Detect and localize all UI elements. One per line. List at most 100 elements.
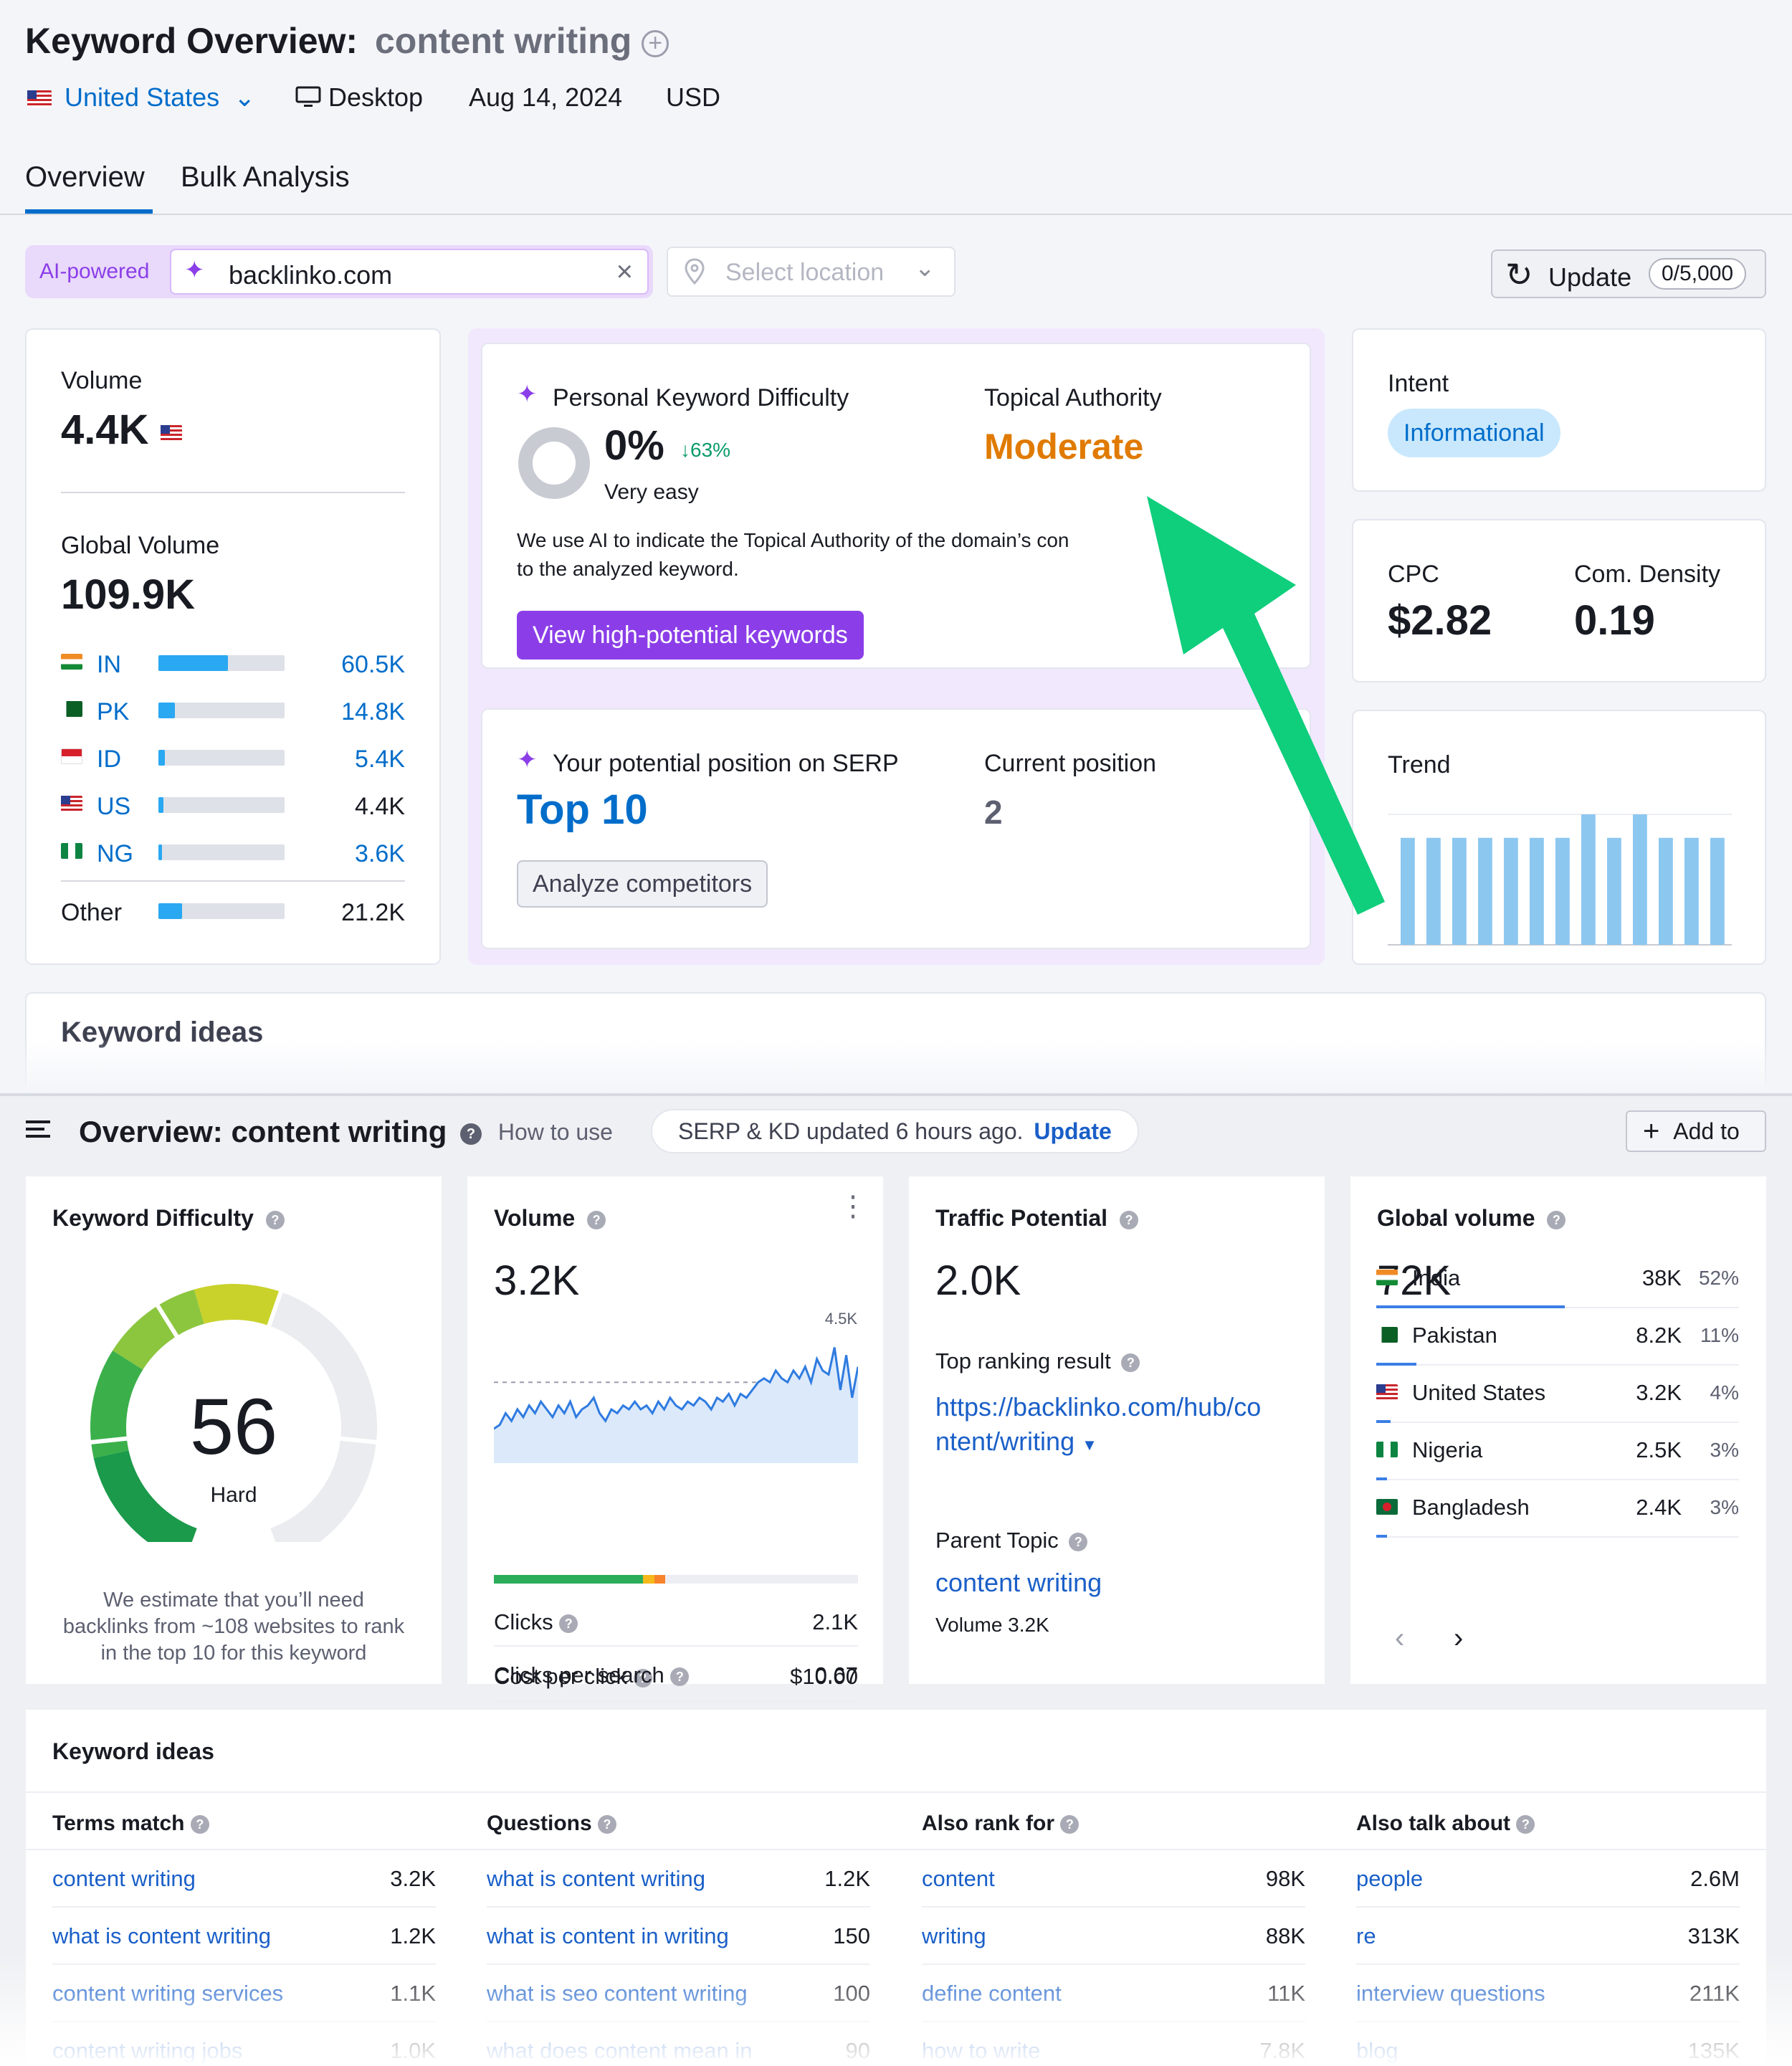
keyword-volume: 1.1K bbox=[390, 1981, 436, 2006]
keyword-link[interactable]: interview questions bbox=[1356, 1981, 1545, 2006]
help-icon[interactable]: ? bbox=[1069, 1532, 1088, 1551]
keyword-link[interactable]: what is content writing bbox=[487, 1866, 705, 1891]
keyword-link[interactable]: what is content writing bbox=[52, 1923, 271, 1948]
country-row-in[interactable]: IN 60.5K bbox=[61, 645, 405, 681]
page-title: Keyword Overview: content writing + bbox=[25, 20, 669, 62]
country-row-pk[interactable]: PK 14.8K bbox=[61, 692, 405, 728]
organic-clicks-fill bbox=[494, 1575, 644, 1584]
vol-label: Volume ? bbox=[494, 1205, 606, 1232]
tab-overview[interactable]: Overview bbox=[25, 161, 145, 194]
gv-row-united-states[interactable]: United States 3.2K 4% bbox=[1376, 1366, 1739, 1423]
country-row-us[interactable]: US 4.4K bbox=[61, 787, 405, 823]
topical-authority-value: Moderate bbox=[984, 427, 1144, 467]
keyword-link[interactable]: content bbox=[922, 1866, 995, 1891]
trend-bar bbox=[1530, 837, 1544, 945]
keyword-link[interactable]: what is content in writing bbox=[487, 1923, 729, 1948]
analyze-competitors-button[interactable]: Analyze competitors bbox=[517, 860, 768, 908]
add-to-button[interactable]: + Add to bbox=[1626, 1110, 1766, 1152]
add-circle-icon[interactable]: + bbox=[642, 29, 669, 57]
help-icon[interactable]: ? bbox=[559, 1614, 578, 1633]
keyword-link[interactable]: people bbox=[1356, 1866, 1424, 1891]
keyword-row[interactable]: blog 135K bbox=[1356, 2022, 1740, 2066]
keyword-row[interactable]: content writing jobs 1.0K bbox=[52, 2022, 436, 2066]
keyword-link[interactable]: define content bbox=[922, 1981, 1062, 2006]
country-row-id[interactable]: ID 5.4K bbox=[61, 740, 405, 776]
bangladesh-flag-icon bbox=[1376, 1499, 1398, 1515]
keyword-row[interactable]: what is content writing 1.2K bbox=[487, 1850, 870, 1908]
keyword-row[interactable]: people 2.6M bbox=[1356, 1850, 1740, 1908]
view-high-potential-button[interactable]: View high-potential keywords bbox=[517, 611, 864, 660]
trend-label: Trend bbox=[1388, 751, 1451, 779]
cost-label-text: Cost per click bbox=[494, 1664, 628, 1689]
trr-label-text: Top ranking result bbox=[935, 1348, 1111, 1374]
gv-row-bangladesh[interactable]: Bangladesh 2.4K 3% bbox=[1376, 1480, 1739, 1538]
pagination-prev-icon[interactable]: ‹ bbox=[1395, 1622, 1405, 1654]
keyword-row[interactable]: interview questions 211K bbox=[1356, 1965, 1740, 2022]
help-icon[interactable]: ? bbox=[633, 1668, 652, 1687]
keyword-link[interactable]: re bbox=[1356, 1923, 1376, 1948]
keyword-row[interactable]: content 98K bbox=[922, 1850, 1305, 1908]
domain-input[interactable]: ✦ backlinko.com × bbox=[170, 249, 649, 295]
trend-chart bbox=[1388, 814, 1732, 946]
help-icon[interactable]: ? bbox=[587, 1210, 606, 1229]
gv-share-bar bbox=[1376, 1420, 1391, 1423]
clear-icon[interactable]: × bbox=[616, 256, 633, 287]
keyword-row[interactable]: re 313K bbox=[1356, 1908, 1740, 1965]
keyword-row[interactable]: what is content in writing 150 bbox=[487, 1908, 870, 1965]
tab-bulk-analysis[interactable]: Bulk Analysis bbox=[181, 161, 350, 194]
help-icon[interactable]: ? bbox=[598, 1815, 617, 1834]
current-position-value: 2 bbox=[984, 794, 1003, 831]
keyword-link[interactable]: what does content mean in bbox=[487, 2038, 753, 2063]
how-to-use-label: How to use bbox=[497, 1119, 613, 1145]
keyword-row[interactable]: how to write 7.8K bbox=[922, 2022, 1305, 2066]
country-row-ng[interactable]: NG 3.6K bbox=[61, 834, 405, 870]
keyword-row[interactable]: what does content mean in 90 bbox=[487, 2022, 870, 2066]
keyword-link[interactable]: writing bbox=[922, 1923, 986, 1948]
keyword-row[interactable]: writing 88K bbox=[922, 1908, 1305, 1965]
keyword-row[interactable]: what is content writing 1.2K bbox=[52, 1908, 436, 1965]
gv-row-pakistan[interactable]: Pakistan 8.2K 11% bbox=[1376, 1308, 1739, 1366]
keyword-row[interactable]: what is seo content writing 100 bbox=[487, 1965, 870, 2022]
nigeria-flag-icon bbox=[1376, 1442, 1398, 1457]
more-options-icon[interactable]: ⋮ bbox=[839, 1191, 867, 1222]
potential-value: Top 10 bbox=[517, 786, 648, 833]
top-ranking-url[interactable]: https://backlinko.com/hub/co ntent/writi… bbox=[935, 1390, 1261, 1462]
help-icon[interactable]: ? bbox=[1119, 1210, 1138, 1229]
country-selector[interactable]: United States ⌄ bbox=[27, 82, 255, 113]
share-bar bbox=[158, 655, 285, 671]
update-button[interactable]: ↻ Update 0/5,000 bbox=[1491, 249, 1766, 298]
gv-row-nigeria[interactable]: Nigeria 2.5K 3% bbox=[1376, 1423, 1739, 1480]
menu-icon[interactable] bbox=[26, 1119, 50, 1139]
gv-row-india[interactable]: India 38K 52% bbox=[1376, 1251, 1739, 1308]
cpc-label: CPC bbox=[1388, 561, 1439, 588]
volume-history-chart bbox=[494, 1347, 858, 1463]
divider bbox=[61, 492, 405, 493]
help-icon[interactable]: ? bbox=[1547, 1210, 1566, 1229]
gv-percent: 3% bbox=[1710, 1439, 1739, 1461]
keyword-link[interactable]: content writing services bbox=[52, 1981, 284, 2006]
help-icon[interactable]: ? bbox=[670, 1667, 690, 1686]
pagination-next-icon[interactable]: › bbox=[1454, 1622, 1464, 1654]
help-icon[interactable]: ? bbox=[265, 1210, 285, 1229]
kd-card: Keyword Difficulty ? 56 Hard We estimate… bbox=[26, 1176, 442, 1684]
how-to-use-link[interactable]: ? How to use bbox=[460, 1119, 613, 1146]
keyword-link[interactable]: blog bbox=[1356, 2038, 1398, 2063]
keyword-link[interactable]: content writing jobs bbox=[52, 2038, 243, 2063]
keyword-link[interactable]: how to write bbox=[922, 2038, 1041, 2063]
location-select[interactable]: Select location ⌄ bbox=[667, 247, 955, 297]
help-icon[interactable]: ? bbox=[1060, 1815, 1080, 1834]
keyword-link[interactable]: what is seo content writing bbox=[487, 1981, 748, 2006]
help-icon[interactable]: ? bbox=[1516, 1815, 1535, 1834]
serp-update-link[interactable]: Update bbox=[1034, 1118, 1112, 1144]
help-icon[interactable]: ? bbox=[190, 1815, 209, 1834]
kd-gauge-fill bbox=[113, 1289, 204, 1370]
sparkle-icon: ✦ bbox=[517, 381, 538, 408]
keyword-row[interactable]: content writing 3.2K bbox=[52, 1850, 436, 1908]
kd-value: 56 bbox=[189, 1383, 278, 1471]
help-icon[interactable]: ? bbox=[1121, 1353, 1140, 1372]
volume-card: Volume 4.4K Global Volume 109.9K IN 60.5… bbox=[25, 328, 441, 965]
parent-topic-link[interactable]: content writing bbox=[935, 1568, 1102, 1597]
keyword-row[interactable]: content writing services 1.1K bbox=[52, 1965, 436, 2022]
keyword-link[interactable]: content writing bbox=[52, 1866, 196, 1891]
keyword-row[interactable]: define content 11K bbox=[922, 1965, 1305, 2022]
